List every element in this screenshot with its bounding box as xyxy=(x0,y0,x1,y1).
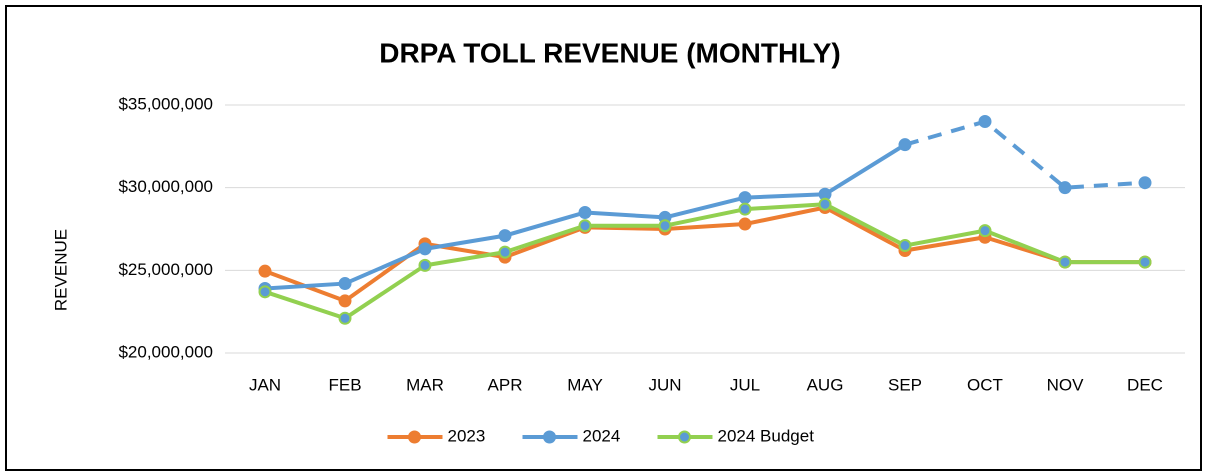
y-tick-label: $30,000,000 xyxy=(118,177,213,196)
x-tick-label: APR xyxy=(488,375,523,394)
chart-title: DRPA TOLL REVENUE (MONTHLY) xyxy=(379,37,841,68)
y-tick-label: $25,000,000 xyxy=(118,260,213,279)
point-marker xyxy=(338,311,352,325)
point-marker xyxy=(978,115,992,129)
x-tick-label: AUG xyxy=(807,375,844,394)
x-tick-label: OCT xyxy=(967,375,1003,394)
point-marker xyxy=(978,224,992,238)
chart-border xyxy=(5,5,1202,471)
x-tick-label: DEC xyxy=(1127,375,1163,394)
point-marker xyxy=(258,264,272,278)
point-marker xyxy=(898,138,912,152)
legend-marker xyxy=(408,430,421,444)
point-marker xyxy=(578,205,592,219)
point-marker xyxy=(338,277,352,291)
legend-label: 2024 xyxy=(583,426,621,445)
series-line xyxy=(264,202,1145,321)
point-marker xyxy=(898,239,912,253)
x-tick-label: NOV xyxy=(1047,375,1085,394)
y-axis-label: REVENUE xyxy=(51,229,70,311)
point-marker xyxy=(498,229,512,243)
x-tick-label: MAR xyxy=(406,375,444,394)
x-tick-label: JUL xyxy=(730,375,760,394)
point-marker xyxy=(1138,255,1152,269)
point-marker xyxy=(738,217,752,231)
point-marker xyxy=(498,245,512,259)
point-marker xyxy=(818,197,832,211)
point-marker xyxy=(658,219,672,233)
point-marker xyxy=(1058,255,1072,269)
x-tick-label: SEP xyxy=(888,375,922,394)
point-marker xyxy=(1058,181,1072,195)
point-marker xyxy=(578,219,592,233)
point-marker xyxy=(738,202,752,216)
x-tick-label: MAY xyxy=(567,375,603,394)
point-marker xyxy=(738,191,752,205)
point-marker xyxy=(418,258,432,272)
point-marker xyxy=(338,294,352,308)
point-marker xyxy=(418,242,432,256)
point-marker xyxy=(258,285,272,299)
legend-label: 2024 Budget xyxy=(718,426,815,445)
legend-marker xyxy=(678,430,691,444)
y-tick-label: $20,000,000 xyxy=(118,342,213,361)
legend-marker xyxy=(543,430,556,444)
x-tick-label: JAN xyxy=(249,375,281,394)
point-marker xyxy=(1138,176,1152,190)
legend-label: 2023 xyxy=(448,426,486,445)
series-line-dashed xyxy=(904,119,1146,190)
x-tick-label: JUN xyxy=(648,375,681,394)
x-tick-label: FEB xyxy=(328,375,361,394)
y-tick-label: $35,000,000 xyxy=(118,94,213,113)
